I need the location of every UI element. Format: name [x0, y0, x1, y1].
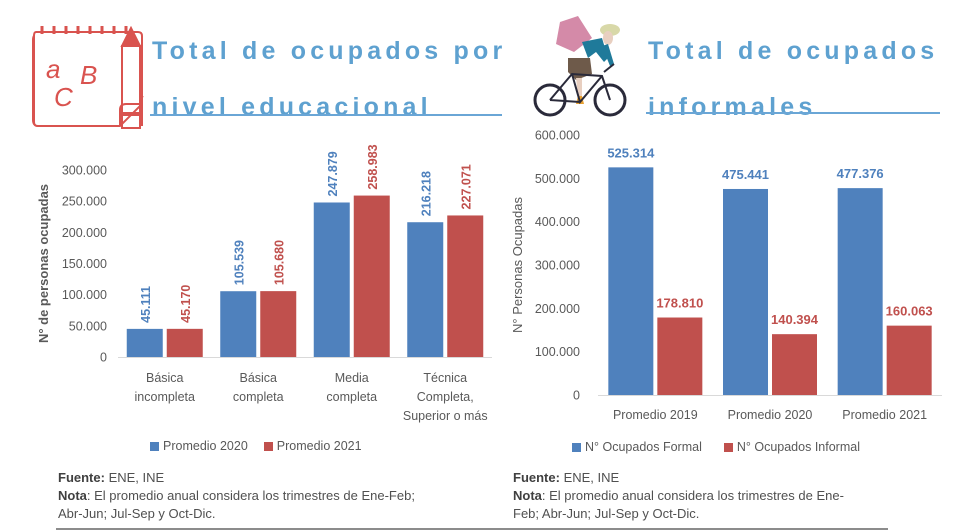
x-category-label: Promedio 2020 — [728, 408, 813, 422]
data-label: 475.441 — [722, 167, 769, 182]
left-title-line1: Total de ocupados por — [152, 37, 507, 65]
svg-text:a: a — [46, 54, 60, 84]
data-label: 247.879 — [326, 151, 340, 196]
data-label: 105.680 — [272, 240, 286, 285]
x-category-label: incompleta — [135, 390, 195, 404]
bar-series1 — [313, 202, 350, 357]
bar-series1 — [407, 222, 444, 357]
x-category-label: completa — [326, 390, 377, 404]
y-tick-label: 100.000 — [62, 288, 107, 302]
right-nota-line2: Feb; Abr-Jun; Jul-Sep y Oct-Dic. — [513, 506, 700, 521]
left-source-note: Fuente: ENE, INE Nota: El promedio anual… — [58, 469, 498, 523]
left-title-underline — [150, 114, 502, 116]
data-label: 258.983 — [366, 144, 380, 189]
y-tick-label: 300.000 — [535, 259, 580, 273]
left-nota-line2: Abr-Jun; Jul-Sep y Oct-Dic. — [58, 506, 216, 521]
right-source-note: Fuente: ENE, INE Nota: El promedio anual… — [513, 469, 953, 523]
bar-series2 — [353, 195, 390, 357]
legend-swatch-blue — [150, 441, 159, 451]
svg-text:B: B — [80, 60, 97, 90]
data-label: 45.111 — [139, 286, 153, 323]
y-tick-label: 600.000 — [535, 129, 580, 143]
left-title-line2: nivel educacional — [152, 93, 432, 121]
legend-label: N° Ocupados Informal — [736, 440, 860, 454]
x-category-label: Promedio 2019 — [613, 408, 698, 422]
legend-item-2021: Promedio 2021 — [263, 439, 362, 453]
legend-swatch-red — [263, 441, 273, 451]
bar-series1 — [723, 188, 768, 395]
bar-series2 — [166, 328, 203, 357]
data-label: 227.071 — [459, 164, 473, 209]
y-tick-label: 400.000 — [535, 215, 580, 229]
y-tick-label: 150.000 — [62, 257, 107, 271]
y-axis-label: N° de personas ocupadas — [36, 184, 51, 343]
cyclist-delivery-icon — [533, 16, 627, 117]
y-tick-label: 0 — [573, 389, 580, 403]
data-label: 160.063 — [886, 304, 933, 319]
bar-series2 — [447, 215, 484, 357]
data-label: 105.539 — [232, 240, 246, 285]
left-nota: Nota: El promedio anual considera los tr… — [58, 488, 415, 503]
data-label: 140.394 — [771, 312, 819, 327]
bar-series2 — [657, 317, 703, 395]
right-bottom-rule — [500, 528, 888, 530]
data-label: 178.810 — [656, 296, 703, 311]
data-label: 477.376 — [837, 166, 884, 181]
bar-series1 — [608, 167, 654, 395]
right-title-line2: informales — [648, 93, 817, 121]
x-category-label: Media — [335, 371, 369, 385]
x-category-label: Completa, — [417, 390, 474, 404]
y-tick-label: 200.000 — [62, 226, 107, 240]
x-category-label: Básica — [146, 371, 184, 385]
right-legend: N° Ocupados Formal N° Ocupados Informal — [572, 440, 860, 454]
data-label: 216.218 — [419, 171, 433, 216]
bar-series1 — [837, 188, 883, 395]
left-fuente: Fuente: ENE, INE — [58, 470, 165, 485]
bar-series1 — [220, 291, 257, 357]
pencil-icon — [120, 26, 142, 129]
y-tick-label: 500.000 — [535, 172, 580, 186]
left-bar-chart: 0 50.000 100.000 150.000 200.000 250.000 300.0… — [36, 144, 492, 423]
y-tick-label: 100.000 — [535, 345, 580, 359]
bar-series2 — [886, 325, 932, 395]
y-tick-label: 0 — [100, 351, 107, 365]
right-chart-title: Total de ocupados informales — [648, 32, 938, 126]
legend-item-formal: N° Ocupados Formal — [572, 440, 702, 454]
x-category-label: Técnica — [423, 371, 467, 385]
right-title-line1: Total de ocupados — [648, 37, 939, 65]
svg-text:C: C — [54, 82, 73, 112]
x-category-label: completa — [233, 390, 284, 404]
bar-series2 — [772, 334, 817, 395]
data-label: 45.170 — [179, 285, 193, 323]
bar-series1 — [126, 328, 163, 357]
legend-item-informal: N° Ocupados Informal — [723, 440, 860, 454]
x-category-label: Superior o más — [403, 409, 488, 423]
left-chart-title: Total de ocupados por nivel educacional — [152, 32, 506, 126]
y-tick-label: 50.000 — [69, 319, 107, 333]
legend-label: N° Ocupados Formal — [585, 440, 702, 454]
right-bar-chart: 0 100.000 200.000 300.000 400.000 500.000 600.… — [510, 129, 942, 422]
legend-item-2020: Promedio 2020 — [150, 439, 248, 453]
legend-swatch-blue — [572, 442, 581, 452]
x-category-label: Promedio 2021 — [842, 408, 927, 422]
y-tick-label: 300.000 — [62, 164, 107, 178]
x-category-label: Básica — [239, 371, 277, 385]
left-bottom-rule — [56, 528, 500, 530]
legend-label: Promedio 2020 — [163, 439, 248, 453]
left-legend: Promedio 2020 Promedio 2021 — [150, 439, 362, 453]
bar-series2 — [260, 291, 297, 357]
data-label: 525.314 — [607, 145, 655, 160]
legend-label: Promedio 2021 — [276, 439, 362, 453]
y-axis-label: N° Personas Ocupadas — [510, 197, 525, 333]
y-tick-label: 250.000 — [62, 195, 107, 209]
right-title-underline — [646, 112, 940, 114]
right-fuente: Fuente: ENE, INE — [513, 470, 620, 485]
legend-swatch-red — [723, 442, 733, 452]
right-nota: Nota: El promedio anual considera los tr… — [513, 488, 844, 503]
y-tick-label: 200.000 — [535, 302, 580, 316]
